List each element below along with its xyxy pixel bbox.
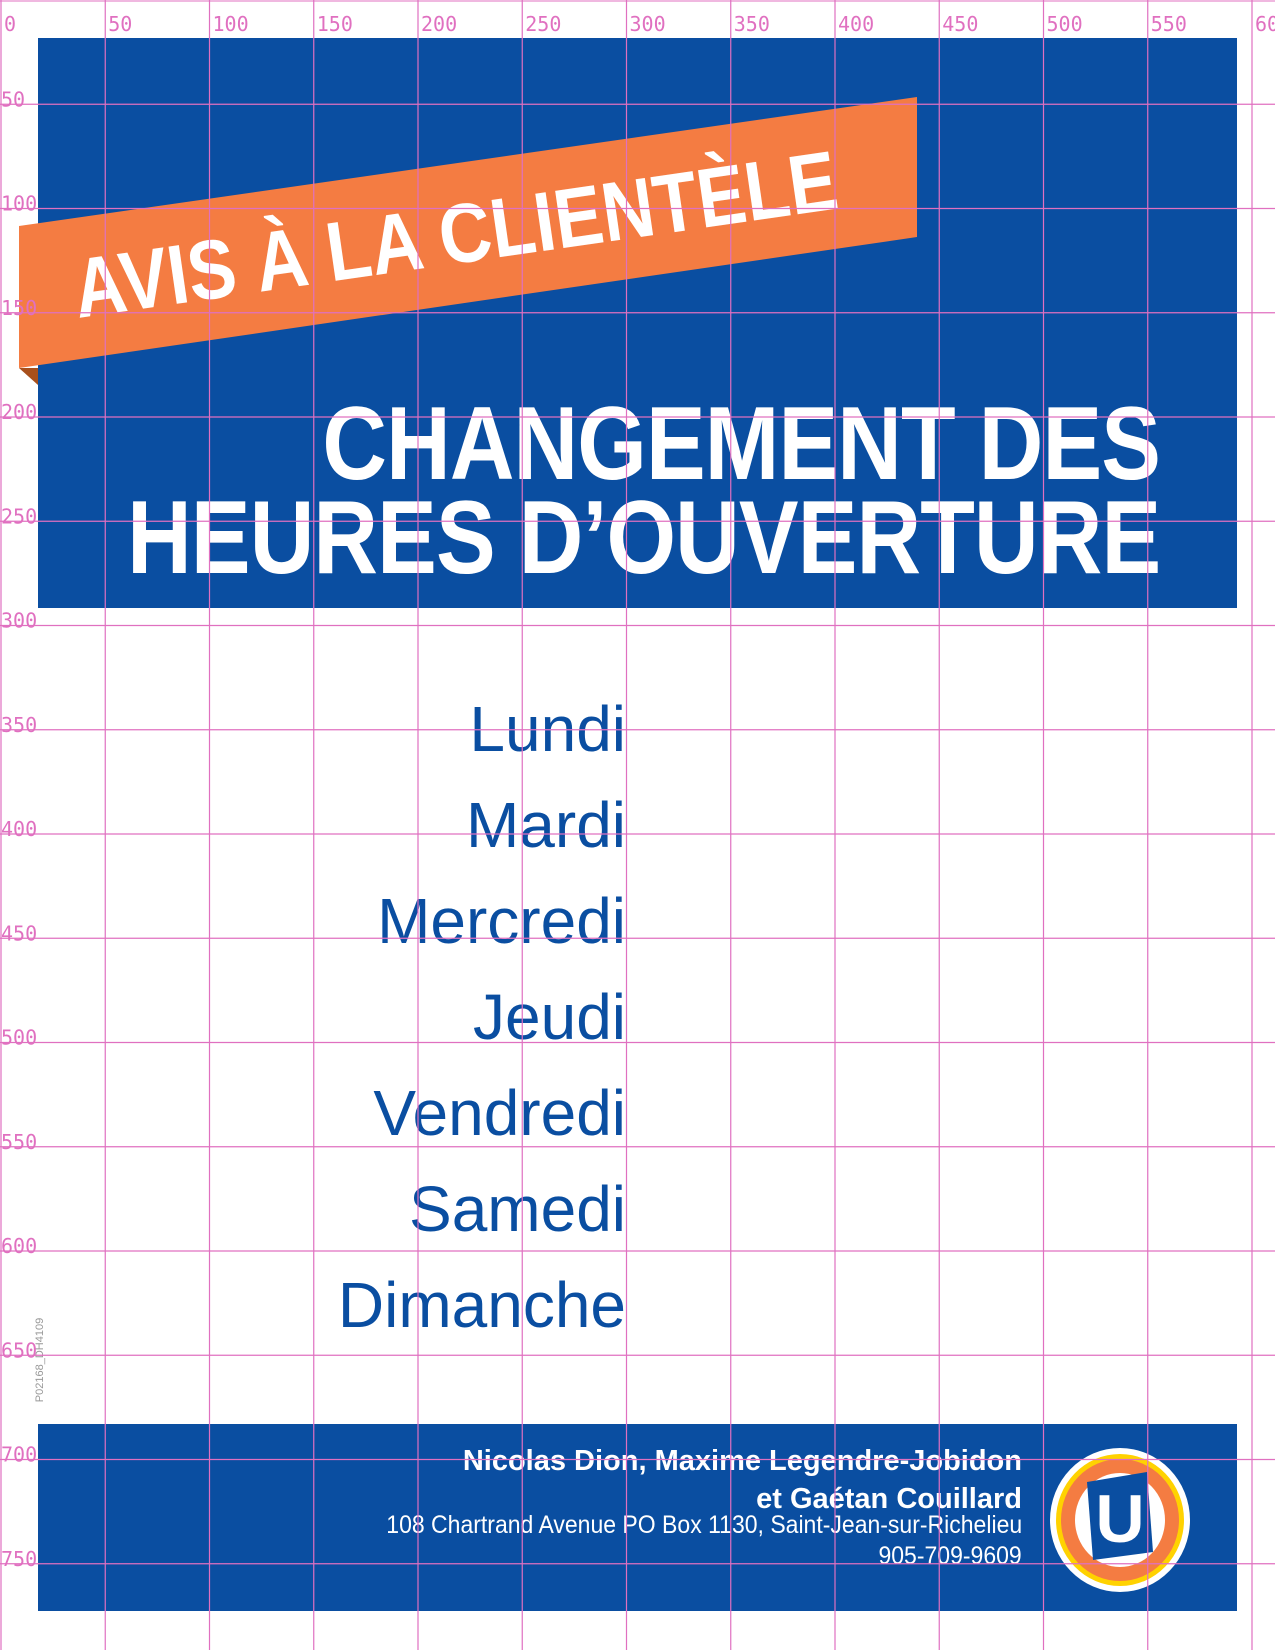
grid-label-y: 750 [1,1547,37,1571]
grid-label-y: 400 [1,817,37,841]
grid-label-y: 700 [1,1443,37,1467]
grid-label-y: 350 [1,713,37,737]
store-logo: U [1050,1448,1190,1592]
day-jeudi: Jeudi [473,981,626,1053]
day-lundi: Lundi [469,693,626,765]
store-phone: 905-709-9609 [878,1542,1022,1570]
headline-line-1: CHANGEMENT DES [322,386,1161,502]
grid-label-y: 450 [1,921,37,945]
day-samedi: Samedi [409,1173,626,1245]
grid-label-y: 550 [1,1130,37,1154]
day-vendredi: Vendredi [373,1077,626,1149]
print-code-text: P02168_DH4109 [34,1317,46,1403]
footer-panel [38,1424,1237,1611]
grid-label-y: 500 [1,1026,37,1050]
store-address: 108 Chartrand Avenue PO Box 1130, Saint-… [386,1511,1022,1539]
grid-label-y: 600 [1,1234,37,1258]
day-mercredi: Mercredi [377,885,626,957]
owners-line-1: Nicolas Dion, Maxime Legendre-Jobidon [462,1445,1022,1477]
banner-fold [19,368,38,385]
logo-letter: U [1095,1481,1144,1557]
print-code: P02168_DH4109 [30,1315,50,1405]
day-mardi: Mardi [465,789,626,861]
day-dimanche: Dimanche [337,1269,626,1341]
banner-ribbon [19,97,917,368]
banner-text: AVIS À LA CLIENTÈLE [67,133,843,336]
banner: AVIS À LA CLIENTÈLE [19,97,917,385]
owners-line-2: et Gaétan Couillard [756,1483,1022,1515]
headline-line-2: HEURES D’OUVERTURE [126,480,1161,596]
